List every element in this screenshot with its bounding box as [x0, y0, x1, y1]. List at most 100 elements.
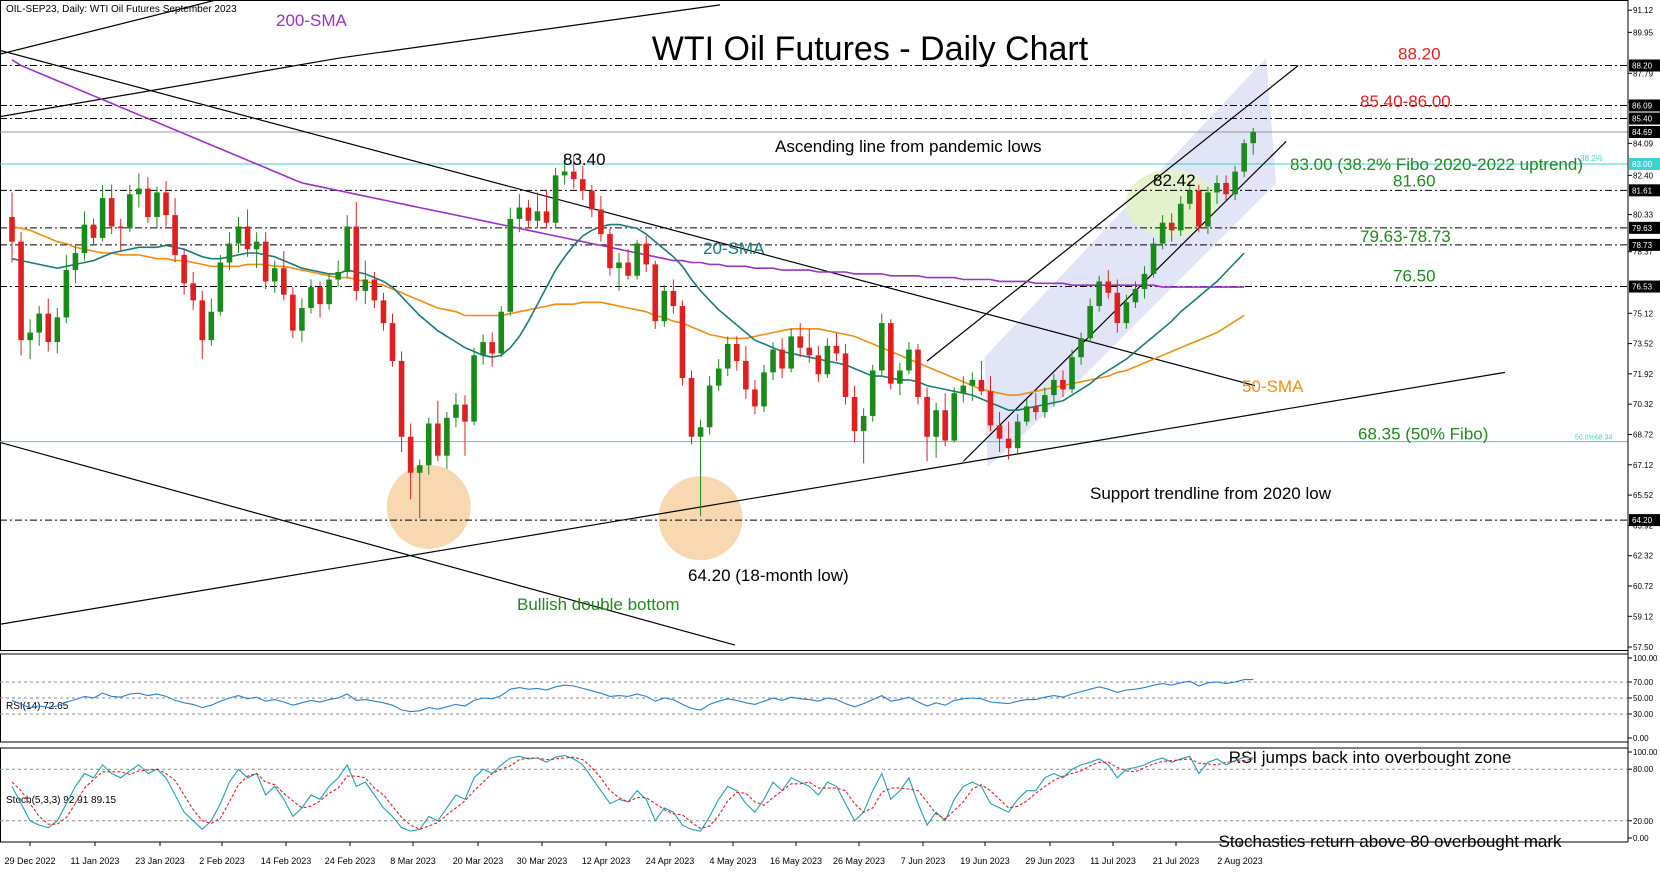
candle-body-49	[453, 404, 459, 418]
candle-body-75	[688, 378, 695, 437]
candle-body-47	[435, 423, 441, 456]
candle-body-136	[1241, 143, 1247, 172]
symbol-info: OIL-SEP23, Daily: WTI Oil Futures Septem…	[6, 4, 237, 15]
x-tick-label-15: 19 Jun 2023	[960, 856, 1010, 866]
candle-body-74	[679, 306, 686, 379]
x-tick-label-16: 29 Jun 2023	[1025, 856, 1075, 866]
y-tick-label-2: 87.79	[1633, 69, 1654, 78]
candle-body-94	[860, 415, 867, 432]
candle-body-61	[561, 171, 568, 176]
label-sma20: 20-SMA	[703, 239, 765, 258]
candle-body-44	[407, 436, 414, 473]
candle-body-58	[534, 211, 541, 221]
chart-title: WTI Oil Futures - Daily Chart	[652, 30, 1089, 68]
candle-body-113	[1032, 406, 1039, 413]
price-tag-4: 83.00	[1632, 160, 1653, 169]
candle-body-115	[1051, 379, 1057, 396]
candle-body-101	[924, 396, 930, 437]
candle-body-29	[271, 268, 278, 282]
sma50-line	[11, 225, 1245, 396]
candle-body-116	[1060, 379, 1066, 390]
candle-body-87	[797, 336, 804, 348]
candle-body-133	[1214, 182, 1220, 193]
candle-body-137	[1250, 131, 1257, 144]
candle-body-122	[1114, 292, 1121, 324]
candle-body-99	[906, 349, 912, 371]
stoch-tick-label-2: 20.00	[1633, 817, 1654, 826]
candle-body-80	[734, 343, 740, 361]
price-tag-3: 84.69	[1632, 128, 1653, 137]
annotation-support-line: Support trendline from 2020 low	[1090, 484, 1332, 503]
stoch-k-line	[11, 754, 1254, 832]
fibo-tag-382: 38.2%	[1580, 154, 1603, 163]
candle-body-97	[888, 323, 894, 384]
candle-body-100	[915, 349, 921, 397]
x-tick-label-3: 2 Feb 2023	[199, 856, 245, 866]
candle-body-96	[878, 323, 885, 371]
stoch-d-line	[11, 756, 1254, 830]
x-tick-label-10: 24 Apr 2023	[646, 856, 695, 866]
candle-body-88	[806, 347, 813, 356]
candle-body-89	[815, 355, 822, 375]
stoch-tick-label-0: 100.00	[1633, 748, 1658, 757]
candle-body-109	[996, 425, 1003, 439]
y-tick-label-0: 91.12	[1633, 6, 1654, 15]
double-bottom-circle-left	[386, 464, 471, 549]
candle-body-77	[706, 385, 713, 428]
label-sma200: 200-SMA	[276, 11, 348, 30]
candle-body-83	[761, 372, 767, 407]
candle-body-81	[743, 360, 749, 390]
price-axis-bg	[1628, 0, 1660, 888]
candle-body-72	[661, 290, 668, 322]
candle-body-9	[90, 224, 97, 238]
x-tick-label-8: 30 Mar 2023	[517, 856, 568, 866]
x-tick-label-4: 14 Feb 2023	[261, 856, 312, 866]
candle-body-111	[1014, 421, 1021, 449]
highlight-ellipse	[1125, 169, 1218, 238]
level-label-0: 88.20	[1398, 45, 1441, 64]
y-tick-label-9: 73.52	[1633, 340, 1654, 349]
stoch-label: Stoch(5,3,3) 92.91 89.15	[6, 795, 117, 806]
candle-body-117	[1069, 357, 1075, 390]
annotation-low-label: 64.20 (18-month low)	[688, 566, 849, 585]
x-tick-label-14: 7 Jun 2023	[901, 856, 946, 866]
candle-body-107	[978, 379, 985, 392]
candle-body-78	[715, 368, 722, 386]
rsi-tick-label-0: 100.00	[1633, 654, 1658, 663]
candle-body-2	[27, 332, 33, 341]
candle-body-26	[244, 226, 251, 250]
candle-body-132	[1205, 192, 1211, 227]
price-tag-bg-9	[1629, 514, 1660, 527]
x-tick-label-9: 12 Apr 2023	[582, 856, 631, 866]
candle-body-13	[126, 194, 133, 229]
candle-body-121	[1105, 281, 1112, 293]
x-tick-label-7: 20 Mar 2023	[453, 856, 504, 866]
candle-body-50	[462, 404, 468, 422]
candle-body-37	[344, 226, 351, 272]
candle-body-5	[54, 317, 61, 343]
candle-body-59	[543, 211, 550, 223]
y-tick-label-19: 57.50	[1633, 643, 1654, 652]
candle-body-42	[389, 323, 396, 361]
candle-body-14	[136, 188, 142, 195]
candle-body-79	[724, 343, 731, 369]
annotation-recent-label: 82.42	[1153, 171, 1196, 190]
candle-body-41	[380, 300, 387, 324]
candle-body-38	[353, 226, 360, 291]
candle-body-27	[253, 241, 260, 250]
rsi-tick-label-4: 0.00	[1633, 734, 1649, 743]
price-tag-bg-2	[1629, 112, 1660, 125]
price-tag-7: 78.73	[1632, 241, 1653, 250]
candle-body-24	[226, 243, 233, 263]
y-tick-label-1: 89.95	[1633, 28, 1654, 37]
candle-body-104	[951, 393, 958, 441]
candle-body-60	[552, 175, 559, 223]
x-tick-label-13: 26 May 2023	[833, 856, 885, 866]
candle-body-126	[1150, 243, 1157, 274]
rsi-tick-label-3: 30.00	[1633, 710, 1654, 719]
price-tag-bg-0	[1629, 59, 1660, 72]
y-tick-label-12: 68.72	[1633, 430, 1654, 439]
candle-body-16	[154, 192, 160, 218]
candle-body-67	[616, 262, 622, 269]
